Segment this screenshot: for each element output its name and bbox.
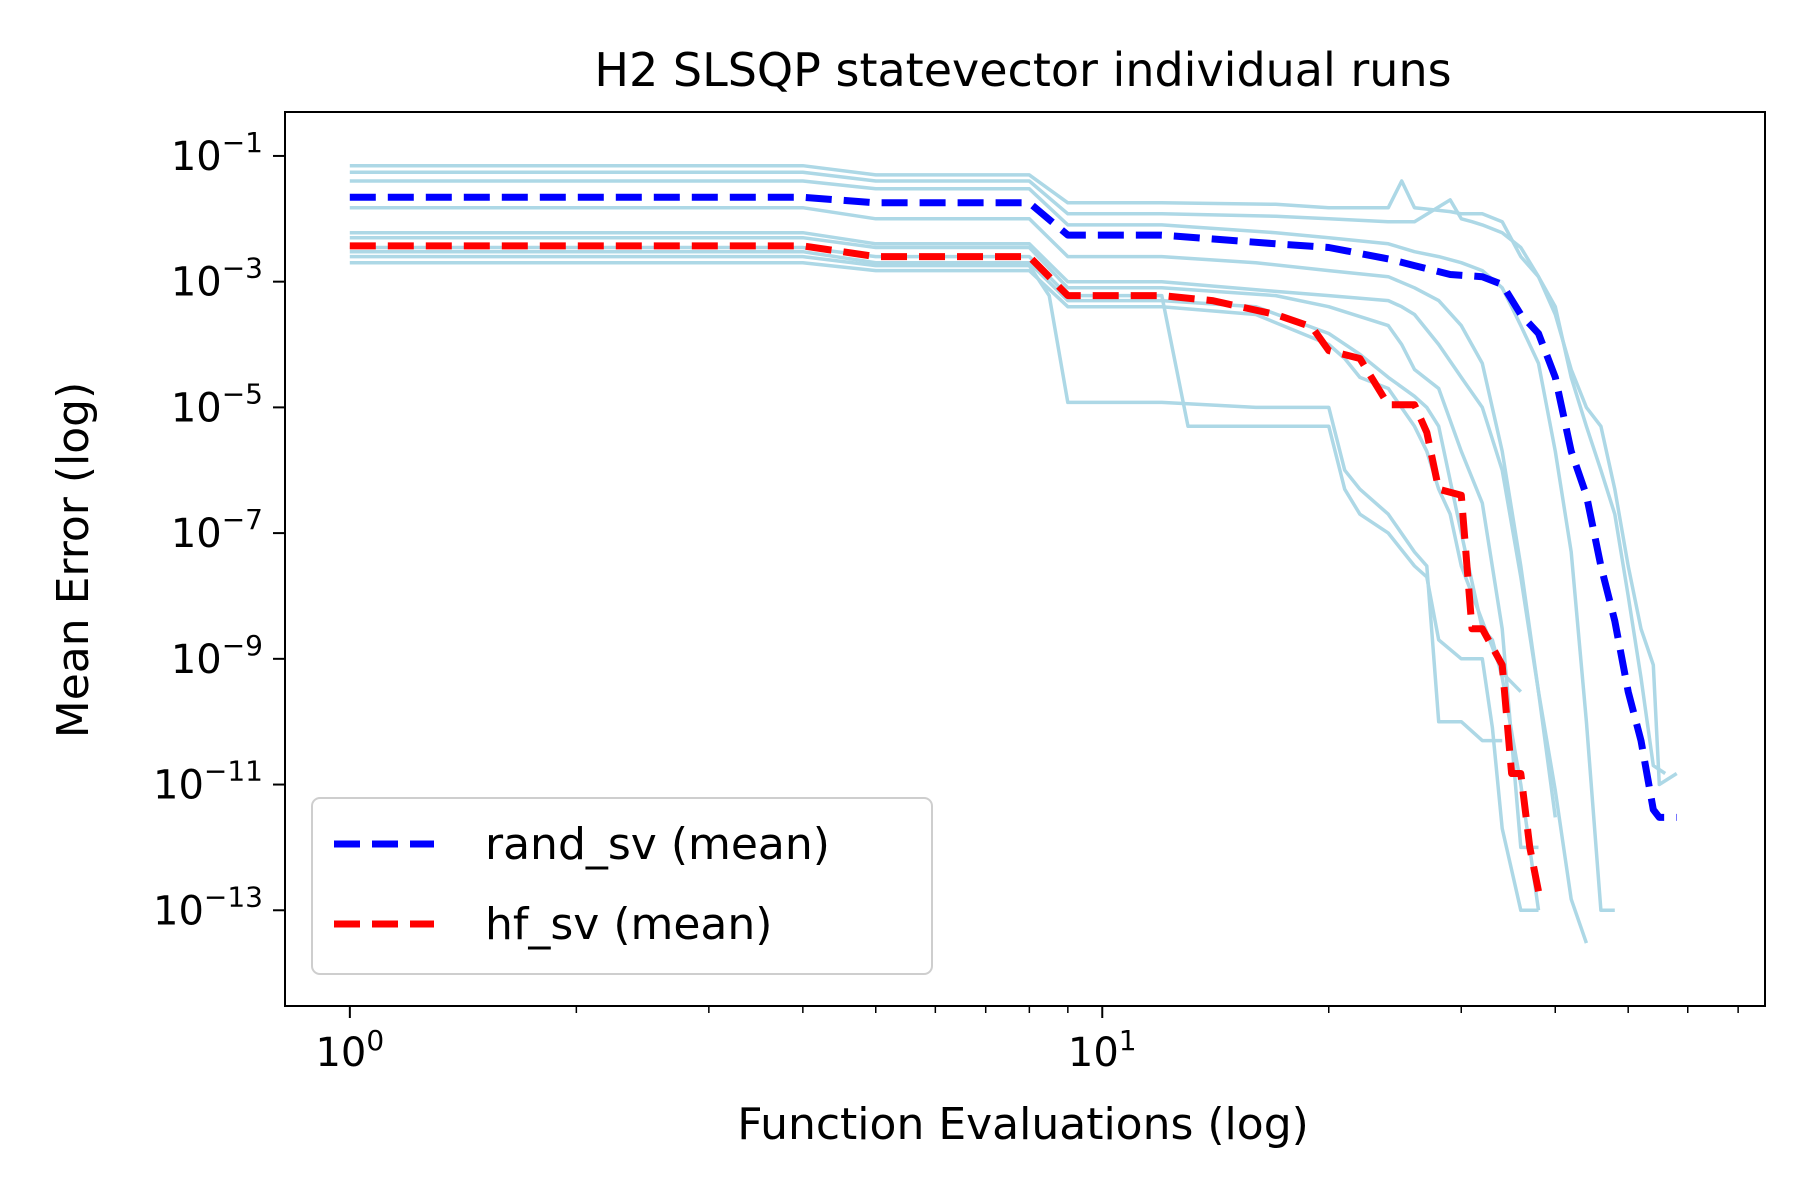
x-axis: 100 101 <box>315 1006 1739 1076</box>
series-line-run-7 <box>349 260 1523 693</box>
chart-title: H2 SLSQP statevector individual runs <box>594 43 1451 97</box>
legend-label-hf-sv: hf_sv (mean) <box>485 899 772 950</box>
plot-area <box>349 163 1678 944</box>
series-line-run-8 <box>349 254 1503 743</box>
x-axis-title: Function Evaluations (log) <box>737 1099 1309 1150</box>
x-tick-label: 100 <box>315 1024 384 1076</box>
series-line-run-2 <box>349 170 1667 775</box>
series-line-run-10 <box>349 205 1558 818</box>
y-tick-label: 10−5 <box>171 377 263 431</box>
legend-box <box>311 797 933 975</box>
y-tick-label: 10−7 <box>171 503 263 557</box>
series-line-rand-sv-mean <box>349 193 1677 821</box>
y-tick-label: 10−3 <box>171 252 263 306</box>
y-tick-label: 10−1 <box>171 126 263 180</box>
y-axis-title: Mean Error (log) <box>48 382 99 739</box>
y-tick-label: 10−9 <box>171 629 263 683</box>
series-line-run-6 <box>349 249 1541 911</box>
legend-label-rand-sv: rand_sv (mean) <box>485 819 830 870</box>
series-line-run-3 <box>349 179 1615 913</box>
legend: rand_sv (mean) hf_sv (mean) <box>311 797 933 975</box>
y-tick-label: 10−13 <box>153 880 263 934</box>
x-tick-label: 101 <box>1068 1024 1137 1076</box>
plot-frame <box>284 111 1766 1007</box>
y-tick-label: 10−11 <box>153 755 263 809</box>
series-line-run-5 <box>349 235 1539 850</box>
y-axis: 10−1 10−3 10−5 10−7 10−9 10−11 10−13 <box>153 126 285 934</box>
series-line-hf-sv-mean <box>349 242 1542 892</box>
series-line-run-1 <box>349 163 1678 787</box>
